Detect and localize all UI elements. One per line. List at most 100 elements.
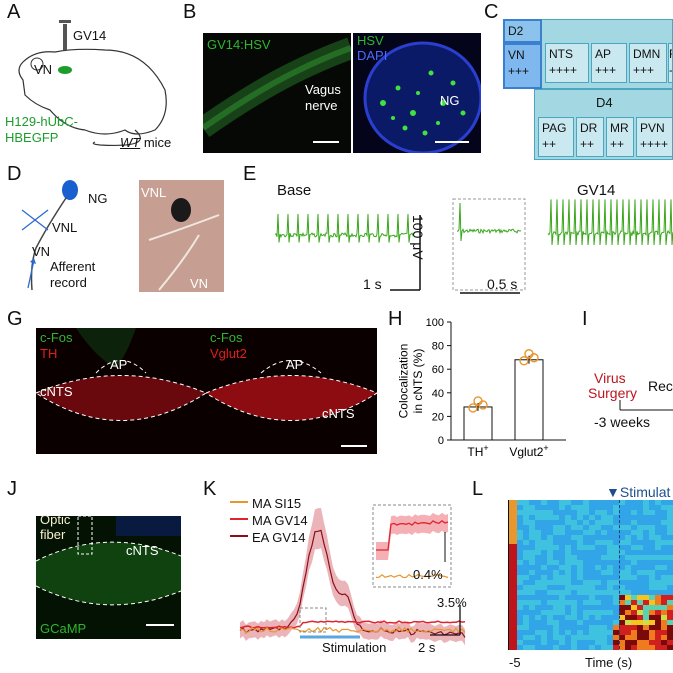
heatmap-cell: [571, 575, 577, 580]
heatmap-cell: [541, 500, 547, 505]
heatmap-cell: [643, 515, 649, 520]
heatmap-cell: [631, 570, 637, 575]
heatmap-cell: [523, 500, 529, 505]
heatmap-cell: [529, 570, 535, 575]
heatmap-cell: [565, 610, 571, 615]
heatmap-cell: [661, 515, 667, 520]
heatmap-cell: [583, 575, 589, 580]
panel-label-k: K: [203, 478, 217, 500]
heatmap-cell: [553, 510, 559, 515]
heatmap-cell: [529, 610, 535, 615]
heatmap-cell: [589, 645, 595, 650]
heatmap-cell: [529, 590, 535, 595]
heatmap-cell: [547, 545, 553, 550]
heatmap-cell: [523, 550, 529, 555]
heatmap-cell: [595, 630, 601, 635]
heatmap-cell: [553, 520, 559, 525]
scale-k-t: 2 s: [418, 640, 436, 655]
nerve-schematic: [21, 180, 78, 291]
heatmap-cell: [661, 625, 667, 630]
heatmap-cell: [601, 505, 607, 510]
heatmap-cell: [523, 525, 529, 530]
panel-label-g: G: [7, 308, 23, 330]
heatmap-cell: [559, 550, 565, 555]
heatmap-cell: [595, 615, 601, 620]
heatmap-cell: [589, 580, 595, 585]
heatmap-cell: [601, 560, 607, 565]
heatmap-cell: [547, 620, 553, 625]
heatmap-cell: [535, 590, 541, 595]
heatmap-cell: [529, 600, 535, 605]
label-ap-1: AP: [110, 357, 128, 372]
heatmap-cell: [553, 545, 559, 550]
label-base: Base: [277, 182, 312, 199]
heatmap-cell: [517, 595, 523, 600]
label-stimulation-k: Stimulation: [322, 640, 387, 655]
heatmap-cell: [631, 505, 637, 510]
heatmap-cell: [649, 555, 655, 560]
heatmap-cell: [649, 565, 655, 570]
h-category-label: Vglut2+: [509, 443, 548, 459]
heatmap-cell: [595, 610, 601, 615]
cell-pvn: PVN ++++: [636, 117, 673, 157]
heatmap-cell: [631, 545, 637, 550]
heatmap-cell: [535, 575, 541, 580]
heatmap-cell: [643, 510, 649, 515]
heatmap-cell: [625, 635, 631, 640]
heatmap-cell: [529, 505, 535, 510]
heatmap-cell: [541, 510, 547, 515]
heatmap-cell: [643, 575, 649, 580]
heatmap-cell: [589, 625, 595, 630]
heatmap-cell: [535, 570, 541, 575]
heatmap-cell: [631, 610, 637, 615]
heatmap-cell: [607, 615, 613, 620]
heatmap-cell: [655, 550, 661, 555]
heatmap-cell: [643, 600, 649, 605]
heatmap-cell: [583, 515, 589, 520]
heatmap-cell: [625, 555, 631, 560]
heatmap-cell: [553, 540, 559, 545]
heatmap-cell: [565, 640, 571, 645]
heatmap-cell: [631, 580, 637, 585]
heatmap-cell: [559, 630, 565, 635]
heatmap-cell: [571, 600, 577, 605]
heatmap-cell: [607, 590, 613, 595]
heatmap-cell: [667, 610, 673, 615]
heatmap-cell: [649, 645, 655, 650]
heatmap-cell: [529, 555, 535, 560]
heatmap-cell: [517, 645, 523, 650]
heatmap-cell: [667, 605, 673, 610]
heatmap-cell: [547, 525, 553, 530]
heatmap-cell: [541, 630, 547, 635]
heatmap-cell: [637, 585, 643, 590]
heatmap-cell: [655, 580, 661, 585]
heatmap-cell: [619, 570, 625, 575]
heatmap-cell: [547, 565, 553, 570]
heatmap-cell: [619, 500, 625, 505]
heatmap-cell: [625, 535, 631, 540]
heatmap-cell: [655, 565, 661, 570]
heatmap-cell: [613, 635, 619, 640]
panel-label-a: A: [7, 1, 21, 23]
heatmap-cell: [625, 500, 631, 505]
heatmap-cell: [607, 500, 613, 505]
heatmap-cell: [661, 525, 667, 530]
heatmap-cell: [565, 570, 571, 575]
heatmap-cell: [619, 630, 625, 635]
heatmap-cell: [547, 600, 553, 605]
scale-100uv: 100 μV: [410, 215, 426, 260]
heatmap-cell: [577, 605, 583, 610]
heatmap-cell: [571, 565, 577, 570]
heatmap-cell: [601, 605, 607, 610]
heatmap-cell: [529, 510, 535, 515]
heatmap-cell: [565, 510, 571, 515]
heatmap-cell: [577, 610, 583, 615]
heatmap-cell: [559, 530, 565, 535]
heatmap-cell: [661, 555, 667, 560]
heatmap-cell: [625, 525, 631, 530]
heatmap-cell: [643, 525, 649, 530]
heatmap-cell: [523, 605, 529, 610]
heatmap-cell: [637, 635, 643, 640]
heatmap-cell: [589, 520, 595, 525]
heatmap-cell: [601, 585, 607, 590]
